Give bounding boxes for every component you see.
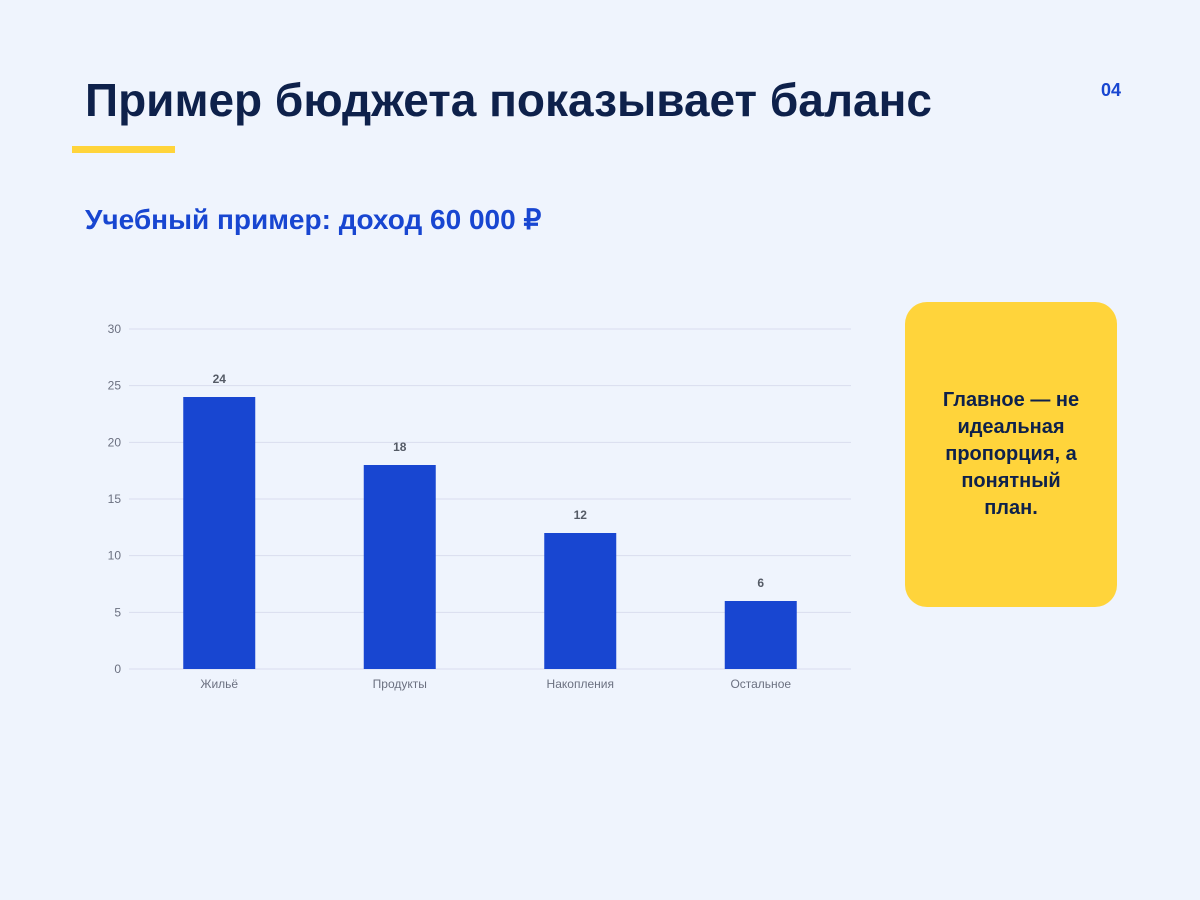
x-tick-label: Остальное [730, 677, 791, 691]
x-axis-ticks: Жильё Продукты Накопления Остальное [200, 677, 791, 691]
bar [363, 465, 436, 669]
x-tick-label: Накопления [547, 677, 614, 691]
y-tick-label: 20 [108, 435, 122, 449]
data-labels: 24 18 12 6 [213, 372, 765, 590]
data-label: 24 [213, 372, 227, 386]
key-takeaway-callout: Главное — не идеальная пропорция, а поня… [905, 302, 1117, 607]
slide-subtitle: Учебный пример: доход 60 000 ₽ [85, 204, 542, 235]
budget-bar-chart: 0 5 10 15 20 25 30 24 18 12 6 Жильё Продукты Накопл… [80, 310, 870, 710]
y-tick-label: 5 [114, 605, 121, 619]
data-label: 18 [393, 440, 407, 454]
y-axis-ticks: 0 5 10 15 20 25 30 [108, 322, 122, 676]
chart-bars [183, 397, 797, 669]
data-label: 12 [574, 508, 588, 522]
callout-text: Главное — не идеальная пропорция, а поня… [942, 389, 1080, 519]
page-number: 04 [1100, 80, 1121, 100]
title-underline [72, 146, 175, 153]
y-tick-label: 30 [108, 322, 122, 336]
y-tick-label: 25 [108, 379, 122, 393]
y-tick-label: 15 [108, 492, 122, 506]
slide-title: Пример бюджета показывает баланс [85, 74, 933, 126]
data-label: 6 [757, 576, 764, 590]
bar [544, 533, 617, 669]
bar [183, 397, 256, 669]
bar [724, 601, 797, 669]
y-tick-label: 0 [114, 662, 121, 676]
y-tick-label: 10 [108, 549, 122, 563]
x-tick-label: Жильё [200, 677, 238, 691]
chart-svg: 0 5 10 15 20 25 30 24 18 12 6 Жильё Продукты Накопл… [108, 322, 851, 691]
x-tick-label: Продукты [373, 677, 427, 691]
